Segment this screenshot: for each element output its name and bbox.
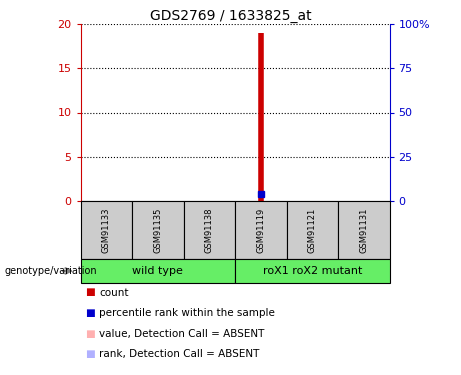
Text: count: count bbox=[99, 288, 129, 297]
Text: GSM91133: GSM91133 bbox=[102, 208, 111, 253]
Text: rank, Detection Call = ABSENT: rank, Detection Call = ABSENT bbox=[99, 350, 260, 359]
Text: GSM91121: GSM91121 bbox=[308, 208, 317, 253]
Text: GSM91135: GSM91135 bbox=[154, 208, 162, 253]
Text: GSM91119: GSM91119 bbox=[256, 208, 266, 253]
Text: GSM91138: GSM91138 bbox=[205, 208, 214, 253]
Text: roX1 roX2 mutant: roX1 roX2 mutant bbox=[263, 266, 362, 276]
Text: wild type: wild type bbox=[132, 266, 183, 276]
Text: ■: ■ bbox=[85, 350, 95, 359]
Text: genotype/variation: genotype/variation bbox=[5, 266, 97, 276]
Text: GSM91131: GSM91131 bbox=[359, 208, 368, 253]
Text: ■: ■ bbox=[85, 308, 95, 318]
Text: percentile rank within the sample: percentile rank within the sample bbox=[99, 308, 275, 318]
Text: ■: ■ bbox=[85, 329, 95, 339]
Text: GDS2769 / 1633825_at: GDS2769 / 1633825_at bbox=[150, 9, 311, 23]
Text: ■: ■ bbox=[85, 288, 95, 297]
Text: value, Detection Call = ABSENT: value, Detection Call = ABSENT bbox=[99, 329, 265, 339]
